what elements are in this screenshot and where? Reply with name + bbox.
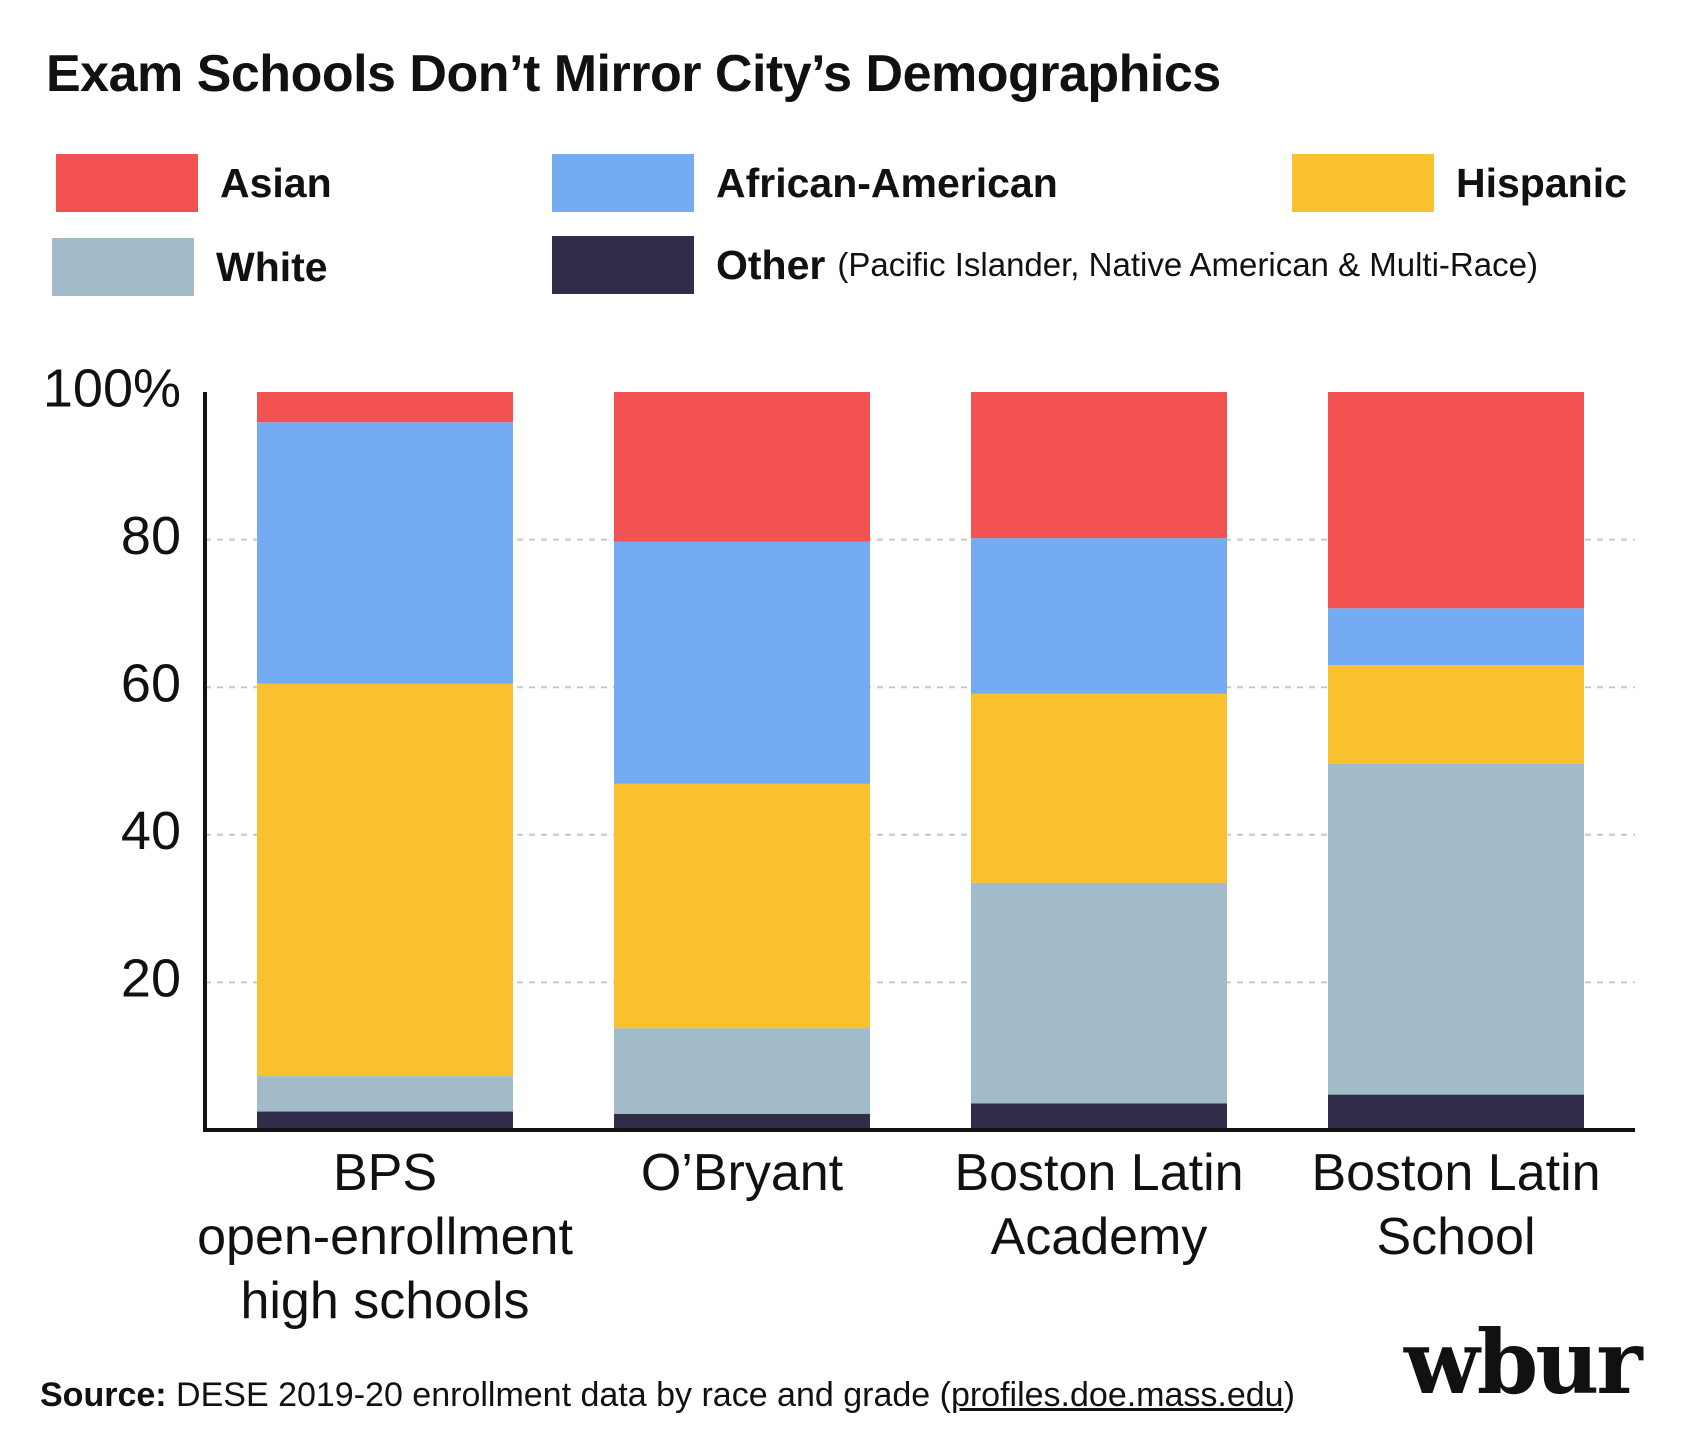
legend-note-other: (Pacific Islander, Native American & Mul…	[837, 246, 1538, 283]
legend-item-african-american: African-American	[552, 154, 1058, 212]
bar-segment-other-2	[971, 1103, 1227, 1130]
category-label-3-1: School	[1377, 1208, 1536, 1266]
y-tick-label-100: 100%	[43, 358, 181, 418]
category-label-0-1: open-enrollment	[197, 1208, 573, 1266]
legend-item-white: White	[52, 238, 328, 296]
bar-segment-asian-3	[1328, 392, 1584, 609]
category-label-0-0: BPS	[333, 1144, 437, 1202]
wbur-logo: wbur	[1404, 1310, 1643, 1414]
bar-segment-hispanic-2	[971, 693, 1227, 883]
legend-item-other: Other (Pacific Islander, Native American…	[552, 236, 1538, 294]
source-footer: Source: DESE 2019-20 enrollment data by …	[40, 1376, 1295, 1415]
legend-item-asian: Asian	[56, 154, 332, 212]
bar-segment-asian-0	[257, 392, 513, 423]
category-label-3-0: Boston Latin	[1311, 1144, 1600, 1202]
bar-segment-other-1	[614, 1113, 870, 1130]
legend-label-african-american: African-American	[716, 159, 1058, 206]
bar-segment-white-2	[971, 882, 1227, 1104]
y-tick-label-60: 60	[121, 653, 181, 713]
legend-swatch-other	[552, 236, 694, 294]
legend-swatch-african-american	[552, 154, 694, 212]
legend-label-hispanic: Hispanic	[1456, 159, 1627, 206]
bar-segment-other-0	[257, 1111, 513, 1130]
category-label-1-0: O’Bryant	[641, 1144, 844, 1202]
bar-segment-african-american-3	[1328, 608, 1584, 666]
legend-item-hispanic: Hispanic	[1292, 154, 1627, 212]
bar-segment-white-1	[614, 1028, 870, 1114]
y-tick-label-20: 20	[121, 949, 181, 1009]
source-label: Source:	[40, 1376, 167, 1414]
legend-swatch-asian	[56, 154, 198, 212]
bar-segment-white-0	[257, 1076, 513, 1112]
source-link[interactable]: profiles.doe.mass.edu	[950, 1376, 1284, 1414]
category-label-2-1: Academy	[991, 1208, 1208, 1266]
bar-segment-hispanic-0	[257, 683, 513, 1077]
bar-segment-hispanic-3	[1328, 665, 1584, 764]
y-tick-label-40: 40	[121, 801, 181, 861]
legend-swatch-hispanic	[1292, 154, 1434, 212]
legend-label-other: Other	[716, 241, 826, 288]
category-label-0-2: high schools	[240, 1272, 529, 1330]
legend-label-white: White	[216, 243, 328, 290]
bar-segment-asian-2	[971, 392, 1227, 539]
bar-segment-asian-1	[614, 392, 870, 542]
legend-swatch-white	[52, 238, 194, 296]
chart-title: Exam Schools Don’t Mirror City’s Demogra…	[46, 45, 1221, 103]
bar-segment-african-american-2	[971, 538, 1227, 694]
source-text: DESE 2019-20 enrollment data by race and…	[166, 1376, 951, 1414]
bar-segment-african-american-1	[614, 541, 870, 784]
legend-label-asian: Asian	[220, 159, 332, 206]
bar-segment-white-3	[1328, 763, 1584, 1095]
category-label-2-0: Boston Latin	[954, 1144, 1243, 1202]
bar-segment-hispanic-1	[614, 783, 870, 1029]
source-close: )	[1283, 1376, 1295, 1414]
y-tick-label-80: 80	[121, 506, 181, 566]
bar-segment-other-3	[1328, 1094, 1584, 1130]
bar-segment-african-american-0	[257, 422, 513, 684]
